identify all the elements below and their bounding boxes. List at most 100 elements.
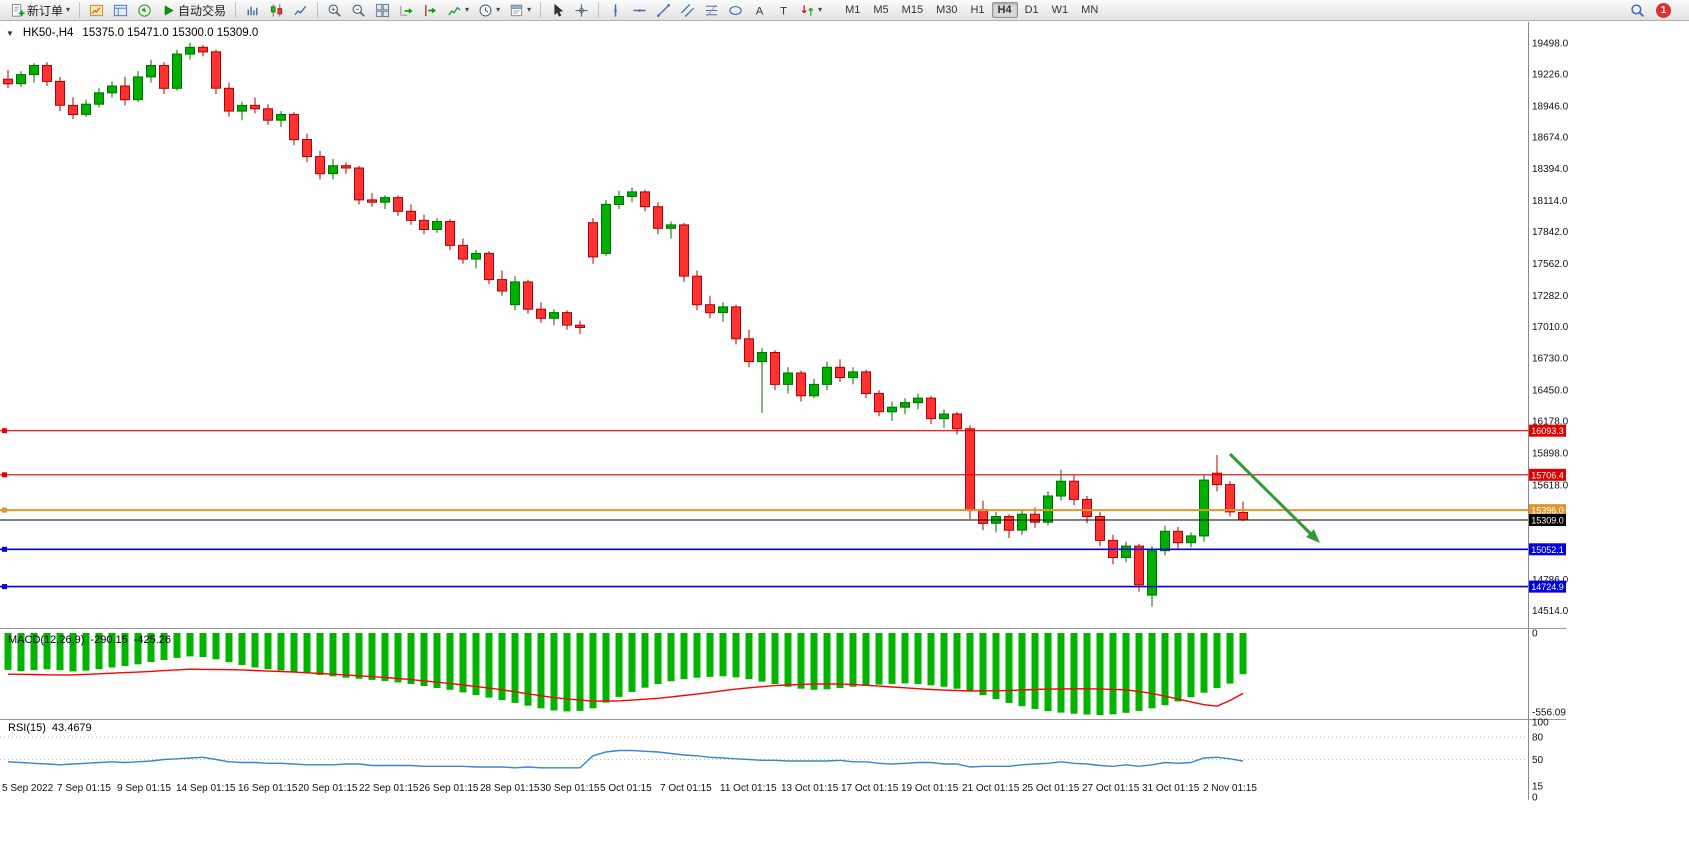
label-button[interactable]: T [772,0,795,20]
timeframe-m30[interactable]: M30 [936,4,958,16]
timeframe-m1[interactable]: M1 [845,4,861,16]
macd-histogram-bar [134,633,142,665]
macd-histogram-bar [1161,633,1169,706]
candle-body [536,308,546,319]
hline-button[interactable] [628,0,651,20]
channel-icon [681,3,695,17]
candle-body [458,244,468,260]
candle-body [146,65,156,78]
zoom-in-button[interactable] [323,0,346,20]
line-chart-button[interactable] [289,0,312,20]
timeframe-m15[interactable]: M15 [901,4,924,16]
timeframe-d1[interactable]: D1 [1024,4,1039,16]
bar-chart-button[interactable] [241,0,264,20]
candle-body [588,222,598,258]
candle-body [42,65,52,82]
chart-shift-button[interactable] [419,0,442,20]
macd-histogram-bar [43,633,51,670]
rsi-axis-label: 100 [1532,718,1549,729]
timeframe-h4[interactable]: H4 [991,2,1018,18]
hline-handle[interactable] [2,507,7,513]
price-axis-label: 16178.0 [1532,417,1569,428]
macd-histogram-bar [82,633,90,671]
notification-badge[interactable]: 1 [1656,2,1671,18]
time-axis-label: 14 Sep 01:15 [176,783,236,794]
time-axis-label: 21 Oct 01:15 [962,783,1020,794]
candle-body [1056,480,1066,497]
trend-arrow-head[interactable] [1306,529,1320,543]
zoom-out-button[interactable] [347,0,370,20]
auto-scroll-button[interactable] [395,0,418,20]
vline-button[interactable] [604,0,627,20]
trend-arrow[interactable] [1228,452,1314,538]
arrows-button[interactable]: ▾ [796,0,826,20]
shapes-icon [729,5,742,15]
macd-histogram-bar [797,633,805,689]
rsi-axis-label: 50 [1532,755,1544,766]
shapes-button[interactable] [724,0,747,20]
templates-button[interactable]: ▾ [505,0,535,20]
price-axis-label: 15618.0 [1532,480,1569,491]
macd-histogram-bar [446,633,454,690]
candle-chart-button[interactable] [265,0,288,20]
trendline-button[interactable] [652,0,675,20]
indicators-button[interactable]: ▾ [443,0,473,20]
autotrading-button[interactable]: 自动交易 [157,0,230,20]
price-badge [1529,514,1566,526]
time-axis-label: 30 Sep 01:15 [540,783,600,794]
candle-body [861,371,871,394]
candle-body [55,80,65,106]
hline-handle[interactable] [2,472,7,478]
macd-histogram-bar [420,633,428,686]
macd-histogram-bar [1239,633,1247,675]
timeframe-m5[interactable]: M5 [873,4,889,16]
price-chart-canvas[interactable]: 19498.0 19226.0 18946.0 18674.0 18394.0 18114… [0,22,1689,812]
crosshair-button[interactable] [570,0,593,20]
candle-body [16,74,26,85]
chart-title: ▼ HK50-,H4 15375.0 15471.0 15300.0 15309… [6,27,258,39]
hline-handle[interactable] [2,428,7,434]
timeframe-h1[interactable]: H1 [970,4,985,16]
market-watch-button[interactable] [85,0,108,20]
timeframe-mn[interactable]: MN [1081,4,1099,16]
hline-handle[interactable] [2,546,7,552]
macd-histogram-bar [316,633,324,675]
macd-histogram-bar [1031,633,1039,709]
periods-button[interactable]: ▾ [474,0,504,20]
navigator-button[interactable] [133,0,156,20]
candle-body [263,108,273,121]
candle-body [1082,498,1092,517]
fibo-button[interactable] [700,0,723,20]
macd-histogram-bar [4,633,12,670]
macd-histogram-bar [225,633,233,663]
macd-histogram-bar [511,633,519,703]
channel-button[interactable] [676,0,699,20]
time-axis-label: 28 Sep 01:15 [480,783,540,794]
data-window-button[interactable] [109,0,132,20]
macd-histogram-bar [1018,633,1026,707]
candle-body [731,306,741,340]
macd-histogram-bar [1109,633,1117,715]
timeframe-w1[interactable]: W1 [1051,4,1069,16]
macd-histogram-bar [563,633,571,712]
macd-histogram-bar [758,633,766,682]
tile-windows-button[interactable] [371,0,394,20]
cursor-button[interactable] [546,0,569,20]
search-button[interactable] [1626,0,1649,20]
text-button[interactable]: A [748,0,771,20]
candle-body [1238,512,1248,521]
new-order-button[interactable]: 新订单 ▾ [6,0,74,20]
time-axis-label: 9 Sep 01:15 [117,783,171,794]
macd-histogram-bar [1070,633,1078,714]
macd-histogram-bar [498,633,506,701]
candle-body [211,51,221,89]
macd-histogram-bar [836,633,844,689]
macd-histogram-bar [1044,633,1052,712]
candle-body [120,85,130,101]
macd-histogram-bar [277,633,285,671]
dropdown-caret-icon: ▾ [465,5,470,14]
price-axis-label: 16450.0 [1532,386,1569,397]
svg-text:T: T [780,5,787,17]
candle-body [757,352,767,363]
hline-handle[interactable] [2,584,7,590]
